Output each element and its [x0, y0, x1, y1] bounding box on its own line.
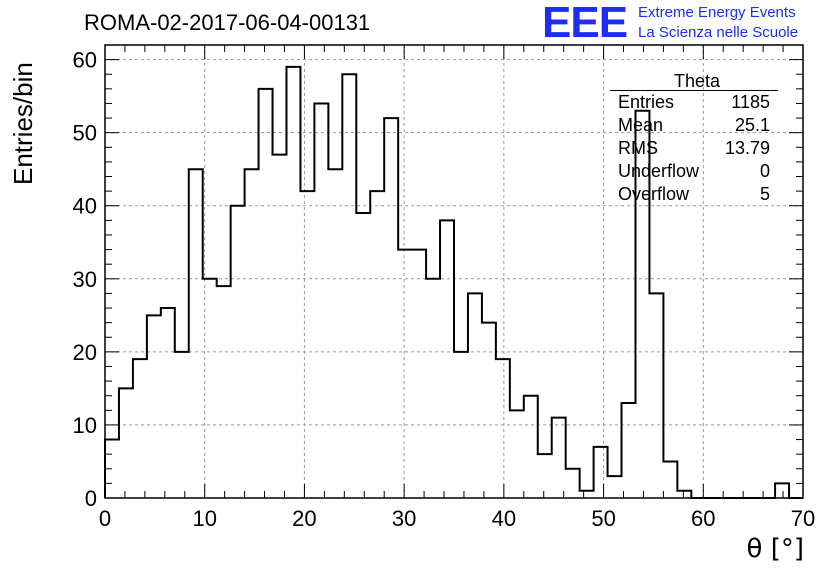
- histogram-bin: [412, 250, 426, 498]
- stats-row-overflow: Overflow 5: [610, 183, 778, 206]
- histogram-bin: [622, 403, 636, 498]
- x-tick-label: 40: [492, 506, 516, 531]
- histogram-bin: [440, 220, 454, 498]
- stats-label: Underflow: [618, 161, 700, 181]
- plot-frame: [104, 44, 804, 499]
- stats-value: 0: [759, 161, 770, 181]
- histogram-bin: [314, 103, 328, 498]
- histogram-bin: [398, 250, 412, 498]
- stats-label: Overflow: [618, 184, 690, 204]
- stats-label: RMS: [618, 138, 658, 158]
- x-tick-label: 70: [791, 506, 815, 531]
- eee-logo: EEE: [542, 0, 628, 47]
- histogram-bin: [161, 308, 175, 498]
- histogram-bin: [189, 169, 203, 498]
- histogram-bin: [273, 155, 287, 498]
- logo-line-1: Extreme Energy Events: [638, 4, 796, 21]
- histogram-bin: [175, 352, 189, 498]
- y-axis-label: Entries/bin: [8, 62, 38, 185]
- histogram-series-line: [104, 65, 803, 499]
- histogram-bin: [538, 454, 552, 498]
- histogram-bin: [775, 483, 789, 498]
- stats-box: Theta Entries 1185 Mean 25.1 RMS 13.79 U…: [610, 72, 778, 206]
- stats-label: Entries: [618, 92, 675, 112]
- histogram-bin: [552, 418, 566, 498]
- stats-label: Mean: [618, 115, 664, 135]
- stats-row-rms: RMS 13.79: [610, 137, 778, 160]
- histogram-bin: [566, 469, 580, 498]
- x-axis-label: θ [°]: [746, 534, 804, 564]
- x-tick-label: 50: [591, 506, 615, 531]
- histogram-bin: [608, 476, 622, 498]
- chart-title: ROMA-02-2017-06-04-00131: [84, 10, 371, 35]
- histogram-bin: [482, 323, 496, 498]
- histogram-bin: [328, 169, 342, 498]
- x-tick-label: 60: [691, 506, 715, 531]
- y-tick-label: 50: [73, 121, 97, 146]
- logo-line-2: La Scienza nelle Scuole: [638, 24, 799, 41]
- y-tick-label: 20: [73, 340, 97, 365]
- histogram-bin: [649, 293, 663, 498]
- histogram-bin: [580, 491, 594, 498]
- stats-row-mean: Mean 25.1: [610, 114, 778, 137]
- x-tick-label: 30: [392, 506, 416, 531]
- histogram-bin: [147, 315, 161, 498]
- x-tick-label: 10: [192, 506, 216, 531]
- histogram-bin: [259, 89, 273, 498]
- histogram-bin: [356, 213, 370, 498]
- y-tick-label: 10: [73, 413, 97, 438]
- histogram-bin: [594, 447, 608, 498]
- histogram-bin: [677, 491, 691, 498]
- stats-value: 5: [759, 184, 770, 204]
- x-tick-label: 20: [292, 506, 316, 531]
- stats-value: 25.1: [734, 115, 770, 135]
- histogram-bin: [496, 359, 510, 498]
- stats-row-entries: Entries 1185: [610, 91, 778, 114]
- stats-value: 1185: [731, 92, 770, 112]
- histogram-bin: [286, 67, 300, 498]
- histogram-bin: [370, 191, 384, 498]
- histogram-bin: [105, 440, 119, 498]
- y-tick-label: 0: [85, 486, 97, 511]
- histogram-bin: [217, 286, 231, 498]
- stats-row-underflow: Underflow 0: [610, 160, 778, 183]
- histogram-bin: [245, 169, 259, 498]
- histogram-bin: [119, 388, 133, 498]
- stats-value: 13.79: [724, 138, 770, 158]
- histogram-bin: [300, 191, 314, 498]
- x-tick-label: 0: [99, 506, 111, 531]
- histogram-bin: [342, 74, 356, 498]
- stats-title: Theta: [610, 72, 778, 91]
- y-tick-label: 30: [73, 267, 97, 292]
- y-tick-label: 60: [73, 48, 97, 73]
- histogram-bin: [203, 279, 217, 498]
- histogram-bin: [454, 352, 468, 498]
- histogram-bin: [231, 206, 245, 498]
- histogram-bin: [133, 359, 147, 498]
- y-tick-label: 40: [73, 194, 97, 219]
- histogram-bin: [384, 118, 398, 498]
- histogram-bin: [426, 279, 440, 498]
- histogram-bin: [468, 293, 482, 498]
- histogram-bin: [510, 410, 524, 498]
- histogram-bin: [524, 396, 538, 498]
- histogram-bin: [663, 461, 677, 498]
